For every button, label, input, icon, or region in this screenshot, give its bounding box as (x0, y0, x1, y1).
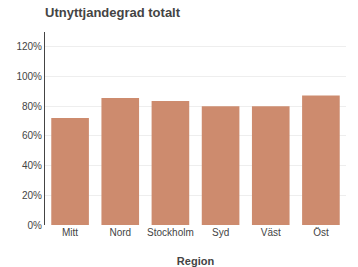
svg-text:120%: 120% (16, 41, 42, 52)
svg-text:20%: 20% (22, 190, 42, 201)
svg-text:80%: 80% (22, 101, 42, 112)
svg-text:40%: 40% (22, 160, 42, 171)
svg-text:Väst: Väst (261, 227, 281, 238)
svg-text:Nord: Nord (109, 227, 131, 238)
svg-text:Region: Region (177, 255, 215, 267)
svg-text:Syd: Syd (212, 227, 229, 238)
svg-text:0%: 0% (28, 220, 43, 231)
svg-text:Utnyttjandegrad totalt: Utnyttjandegrad totalt (45, 5, 181, 20)
svg-text:Öst: Öst (313, 227, 329, 238)
svg-text:Mitt: Mitt (62, 227, 78, 238)
svg-text:60%: 60% (22, 130, 42, 141)
svg-text:Stockholm: Stockholm (147, 227, 194, 238)
svg-text:100%: 100% (16, 71, 42, 82)
